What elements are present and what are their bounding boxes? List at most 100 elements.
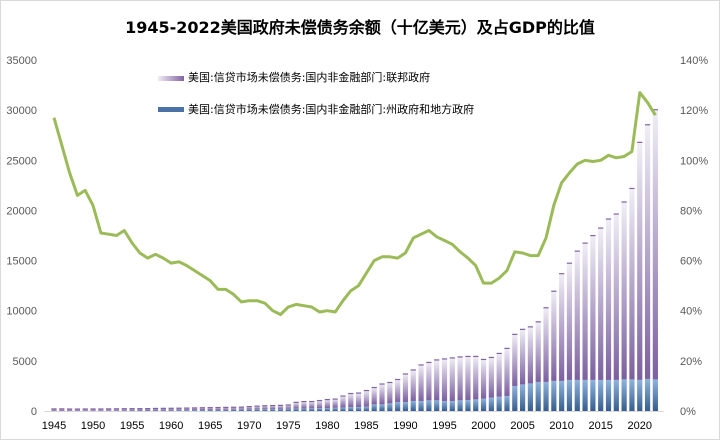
bar-federal-cap [551, 290, 557, 292]
bar-federal [145, 408, 151, 411]
bar-federal [488, 356, 494, 398]
bar-federal [191, 407, 198, 411]
bar-federal [613, 213, 619, 380]
bar-state-local [176, 410, 182, 411]
bar-state-local [231, 409, 237, 411]
line-debt-to-gdp [52, 91, 657, 316]
bar-federal [652, 109, 658, 380]
bar-federal-cap [215, 406, 221, 409]
bar-state-local [348, 407, 354, 411]
bar-state-local [551, 380, 557, 411]
bar-federal-cap [621, 201, 627, 203]
bar-federal [449, 357, 455, 401]
bar-federal [410, 369, 416, 401]
bar-federal [465, 355, 471, 400]
bar-federal [285, 404, 291, 409]
bar-federal [379, 383, 385, 405]
bar-federal-cap [316, 399, 323, 402]
bar-federal [434, 359, 440, 401]
bar-federal-cap [473, 355, 479, 358]
bar-federal-cap [613, 213, 619, 215]
bar-state-local [387, 403, 393, 411]
bar-state-local [473, 399, 479, 411]
bar-federal-cap [238, 406, 245, 408]
bar-federal [316, 399, 323, 409]
bar-federal [176, 407, 182, 411]
bar-federal-cap [520, 328, 526, 330]
bar-federal [363, 389, 369, 407]
bar-federal [590, 234, 596, 380]
y-left-tick-label: 5000 [13, 356, 37, 368]
bar-state-local [512, 385, 518, 411]
bar-federal-cap [605, 218, 612, 220]
y-right-tick-label: 100% [680, 155, 708, 167]
bar-federal-cap [152, 407, 159, 410]
bar-federal [543, 307, 549, 382]
bar-federal [293, 401, 299, 409]
bar-federal [527, 326, 534, 384]
bar-federal-cap [410, 369, 416, 371]
bar-federal [355, 392, 362, 407]
bar-federal [621, 201, 627, 380]
bar-federal-cap [340, 395, 346, 397]
bar-federal-cap [137, 408, 143, 410]
bar-federal-cap [67, 408, 73, 410]
bar-federal [426, 361, 432, 401]
bar-federal-cap [543, 307, 549, 309]
bar-federal-cap [231, 406, 237, 408]
y-right-tick-label: 60% [680, 256, 702, 268]
bar-state-local [215, 409, 221, 411]
legend-swatch-federal [158, 75, 184, 81]
bar-federal-cap [176, 407, 182, 409]
x-tick-label: 1975 [276, 420, 300, 432]
x-tick-label: 1960 [159, 420, 183, 432]
bar-federal-cap [480, 358, 487, 361]
bar-federal-cap [504, 347, 510, 350]
bar-state-local [410, 400, 416, 411]
bar-federal-cap [457, 356, 463, 358]
x-tick-label: 1945 [42, 420, 66, 432]
bar-state-local [613, 379, 619, 411]
bar-federal [637, 141, 643, 380]
y-left-tick-label: 10000 [6, 306, 37, 318]
bar-federal-cap [90, 408, 96, 410]
bar-federal-cap [254, 405, 260, 407]
bar-federal-cap [121, 408, 127, 410]
y-left-tick-label: 15000 [6, 256, 37, 268]
bar-state-local [262, 409, 268, 411]
bar-federal [215, 406, 221, 410]
bar-federal [402, 373, 409, 402]
bar-state-local [293, 408, 299, 411]
bar-federal [59, 408, 65, 411]
bar-federal-cap [449, 357, 455, 359]
y-right-tick-label: 140% [680, 55, 708, 67]
bar-federal [160, 407, 166, 411]
bar-federal [418, 364, 424, 401]
bar-state-local [629, 379, 635, 411]
bar-state-local [168, 410, 174, 411]
bar-federal-cap [395, 378, 401, 381]
x-tick-label: 1985 [354, 420, 378, 432]
bar-federal [277, 404, 284, 409]
bar-state-local [254, 409, 260, 411]
y-right-tick-label: 0% [680, 406, 696, 418]
bar-state-local [441, 400, 448, 411]
bar-federal [67, 408, 73, 411]
bar-state-local [527, 383, 534, 411]
bar-state-local [402, 401, 409, 411]
bar-federal-cap [293, 401, 299, 403]
x-tick-label: 2010 [549, 420, 573, 432]
bar-federal [238, 406, 245, 410]
bar-state-local [301, 408, 307, 411]
bar-federal-cap [488, 356, 494, 359]
bar-federal [246, 405, 252, 410]
bar-federal-cap [574, 250, 580, 252]
bar-federal [520, 328, 526, 385]
bar-state-local [434, 400, 440, 411]
bar-federal-cap [512, 333, 518, 335]
bar-federal [574, 250, 580, 380]
bar-state-local [152, 410, 159, 411]
bar-federal [309, 400, 315, 409]
bar-federal-cap [168, 407, 174, 409]
bar-state-local [652, 379, 658, 411]
